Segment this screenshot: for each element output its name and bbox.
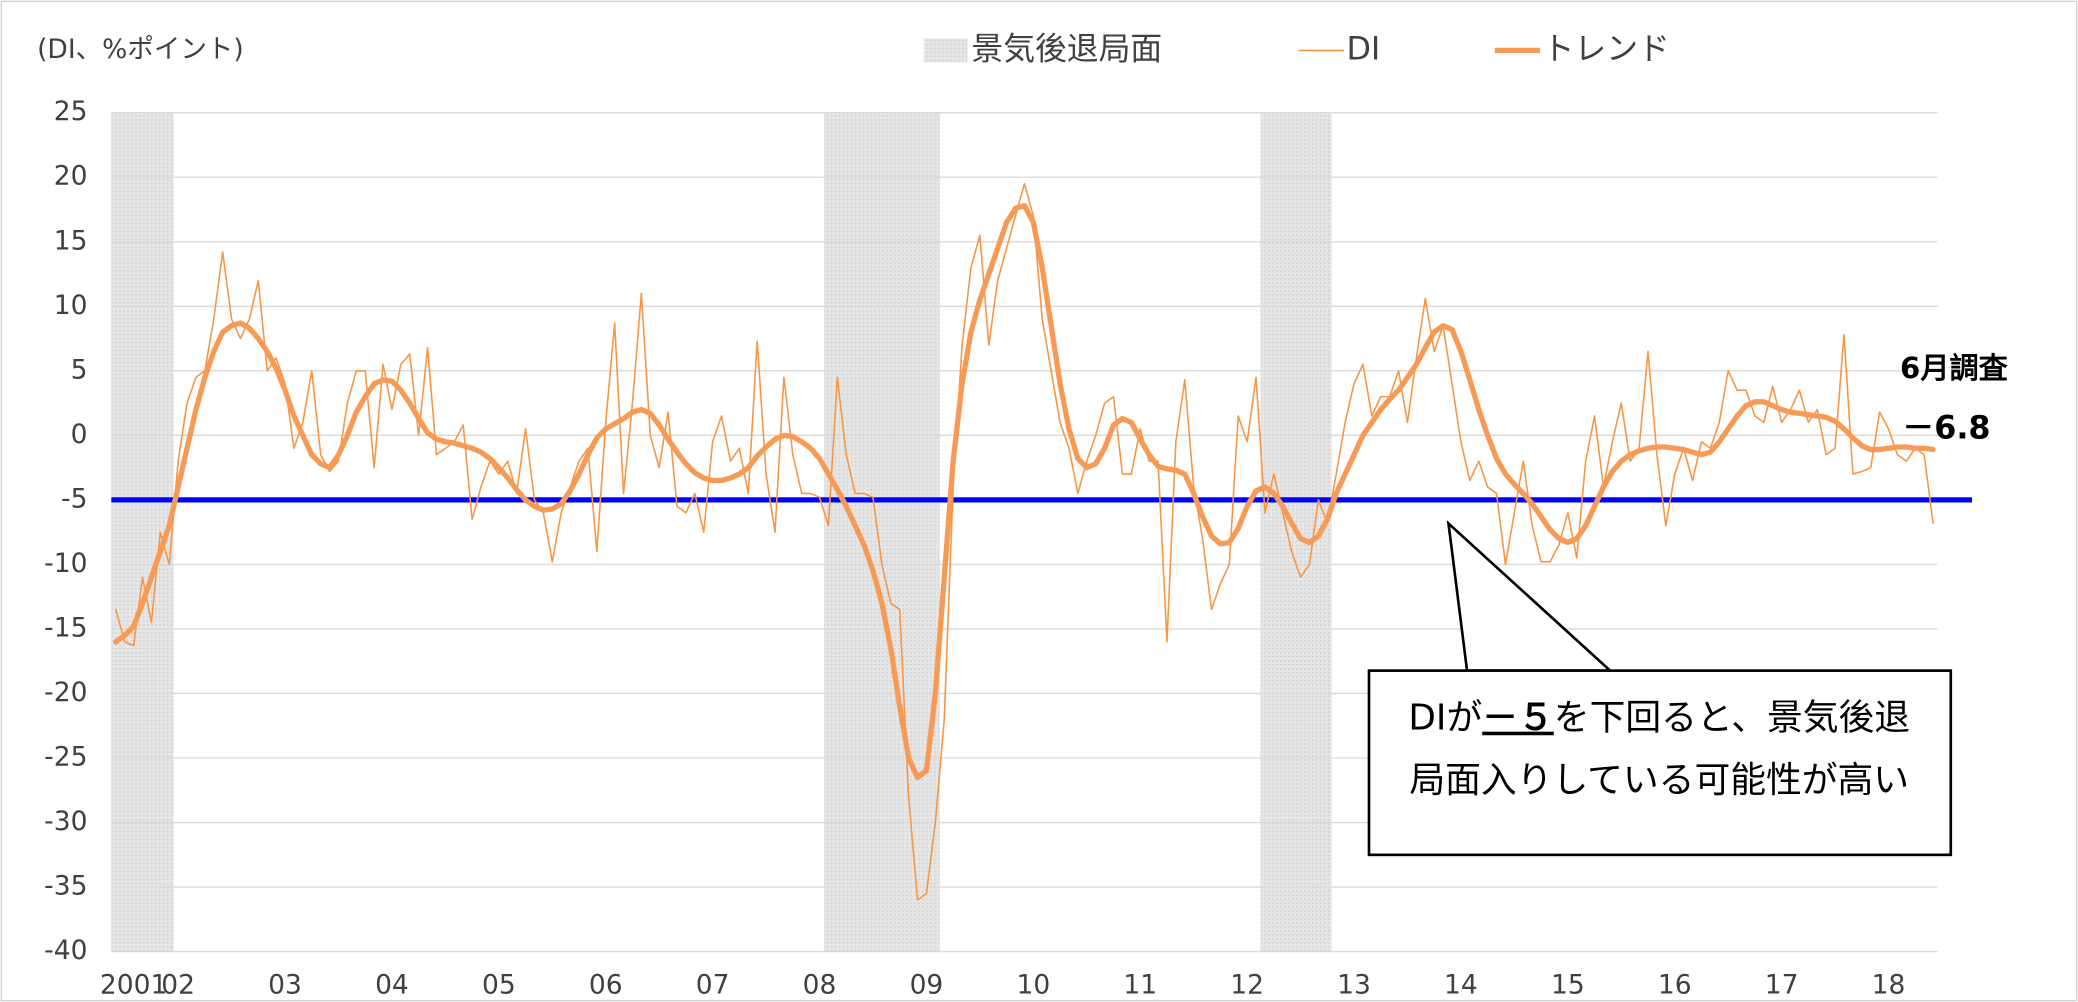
y-tick-label: -40 (44, 935, 87, 966)
x-tick-label: 17 (1765, 970, 1799, 1001)
x-tick-label: 09 (910, 970, 944, 1001)
end-label-value: －6.8 (1902, 409, 1990, 446)
y-tick-label: 0 (71, 419, 88, 450)
legend-label: トレンド (1543, 30, 1670, 67)
x-tick-label: 05 (482, 970, 516, 1001)
callout-threshold: －５ (1482, 698, 1554, 739)
x-tick-label: 08 (803, 970, 837, 1001)
y-tick-label: 20 (54, 161, 88, 192)
x-tick-label: 04 (375, 970, 409, 1001)
y-tick-label: -35 (44, 871, 87, 902)
callout-line-2: 局面入りしている可能性が高い (1409, 760, 1909, 801)
x-tick-label: 06 (589, 970, 623, 1001)
y-tick-label: -5 (61, 483, 87, 514)
x-tick-label: 10 (1016, 970, 1050, 1001)
y-tick-label: -15 (44, 612, 87, 643)
series-line (114, 182, 1934, 901)
x-tick-label: 13 (1337, 970, 1371, 1001)
callout-text: を下回ると、景気後退 (1554, 698, 1910, 739)
end-label-title: 6月調査 (1900, 351, 2009, 385)
x-tick-label: 07 (696, 970, 730, 1001)
legend-label: DI (1346, 30, 1380, 67)
x-tick-label: 18 (1872, 970, 1906, 1001)
y-tick-label: -25 (44, 741, 87, 772)
callout-line-1: DIが－５を下回ると、景気後退 (1408, 698, 1910, 739)
legend-label: 景気後退局面 (971, 30, 1162, 67)
y-tick-label: 10 (54, 290, 88, 321)
legend-swatch (923, 38, 968, 63)
x-tick-label: 12 (1230, 970, 1264, 1001)
y-tick-label: -10 (44, 548, 87, 579)
x-tick-label: 16 (1658, 970, 1692, 1001)
unit-label: (DI、%ポイント) (37, 34, 244, 65)
x-tick-label: 11 (1123, 970, 1157, 1001)
y-tick-label: 5 (71, 354, 88, 385)
series-line (113, 202, 1936, 781)
recession-band (111, 112, 174, 952)
callout-text: DIが (1408, 698, 1482, 739)
y-tick-label: 25 (54, 96, 88, 127)
recession-band (823, 112, 940, 952)
callout-box (1367, 669, 1953, 857)
x-tick-label: 2001 (100, 970, 167, 1001)
x-tick-label: 02 (161, 970, 195, 1001)
lines-layer (111, 182, 1972, 901)
x-tick-label: 03 (268, 970, 302, 1001)
y-tick-label: -20 (44, 677, 87, 708)
x-tick-label: 14 (1444, 970, 1478, 1001)
x-tick-label: 15 (1551, 970, 1585, 1001)
y-tick-label: -30 (44, 806, 87, 837)
y-tick-label: 15 (54, 225, 88, 256)
